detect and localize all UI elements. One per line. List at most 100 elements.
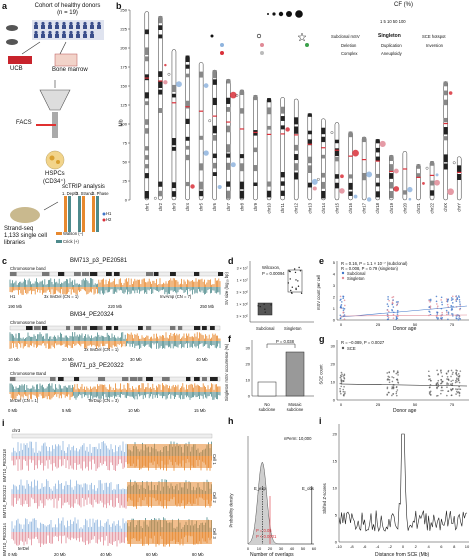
e-point bbox=[392, 313, 395, 316]
g-point bbox=[397, 374, 399, 376]
c-row3-axis1: 5 Mb bbox=[62, 408, 72, 413]
g-point bbox=[440, 386, 443, 389]
g-point bbox=[341, 373, 343, 376]
sv-event-marker bbox=[379, 140, 386, 148]
e-point bbox=[459, 301, 461, 303]
ideo-ytick-label: 225 bbox=[120, 27, 127, 32]
h2-label: H2 bbox=[106, 217, 112, 222]
h-title: nPerm: 10,000 bbox=[284, 436, 312, 441]
g-point bbox=[436, 386, 438, 388]
band-segment bbox=[34, 326, 41, 330]
chromosome-band bbox=[348, 131, 353, 138]
chromosome-chrX bbox=[443, 81, 448, 201]
e-point bbox=[440, 318, 443, 320]
chromosome-band bbox=[226, 190, 231, 199]
i-xlabel: Distance from SCE (Mb) bbox=[375, 552, 430, 558]
singleton-marker bbox=[316, 177, 320, 181]
strandseq-label: Strand-seq bbox=[4, 226, 34, 232]
e-point bbox=[441, 316, 443, 319]
donor-icon bbox=[34, 30, 38, 35]
g-point bbox=[452, 379, 454, 382]
chromosome-band bbox=[185, 100, 190, 109]
cells-label: 1,133 single cell bbox=[4, 233, 48, 239]
d-point bbox=[293, 268, 296, 270]
i-axis-2: 40 Mb bbox=[100, 552, 112, 557]
e-point bbox=[456, 297, 458, 299]
donor-icon bbox=[55, 21, 59, 26]
g-point bbox=[339, 390, 342, 392]
chromosome-band bbox=[199, 71, 204, 78]
highlight-region bbox=[127, 444, 212, 468]
panel-d: 3 × 10⁷ 1 × 10⁷ 3 × 10⁶ 1 × 10⁶ 3 × 10⁵ Wilc… bbox=[224, 256, 318, 334]
e-point bbox=[451, 313, 453, 315]
e-point bbox=[395, 304, 398, 307]
e-point bbox=[447, 298, 449, 301]
chromosome-label-chr15: chr15 bbox=[334, 202, 339, 213]
e-xtick-label: 0 bbox=[340, 322, 343, 327]
e-point bbox=[446, 300, 449, 303]
h-xtick-label: 0 bbox=[247, 546, 250, 551]
e-xlabel: Donor age bbox=[393, 326, 417, 332]
crick-label: Crick (+) bbox=[63, 239, 79, 244]
g-point bbox=[392, 376, 395, 379]
h-xtick-label: 20 bbox=[268, 546, 273, 551]
panel-h-density: 0 10 20 30 40 50 60 bbox=[247, 436, 317, 551]
e-point bbox=[436, 303, 438, 305]
chromosome-band bbox=[307, 165, 312, 173]
chromosome-band bbox=[280, 181, 285, 186]
ideo-ytick-label: 50 bbox=[123, 160, 128, 165]
band-segment bbox=[122, 377, 129, 381]
panel-f-bars: 0 10 20 30 bbox=[246, 340, 314, 399]
e-point bbox=[459, 317, 461, 320]
g-point bbox=[396, 370, 399, 372]
g-point bbox=[446, 394, 448, 397]
e-point bbox=[339, 306, 342, 309]
h-xtick-label: 30 bbox=[279, 546, 284, 551]
e-point bbox=[386, 309, 389, 311]
h-e-obs: E_obs bbox=[302, 486, 314, 491]
i-cell-1: BM710_PE20312 bbox=[2, 485, 7, 518]
g-point bbox=[456, 388, 459, 391]
e-point bbox=[387, 318, 390, 320]
chromosome-band bbox=[348, 191, 353, 196]
h-xtick-label: 50 bbox=[301, 546, 306, 551]
panel-i-left: chr3 BM710_PE20318 BM710_PE20312 BM710_P… bbox=[0, 418, 226, 560]
g-ytick-label: 0 bbox=[333, 398, 336, 403]
chromosome-band bbox=[239, 89, 244, 96]
chromosome-band bbox=[294, 172, 299, 180]
panel-label-i: i bbox=[319, 416, 322, 426]
donor-icon bbox=[76, 30, 80, 35]
d-point bbox=[288, 270, 290, 272]
i-xtick-label: 6 bbox=[440, 544, 443, 549]
h-density-curve bbox=[247, 461, 314, 545]
band-segment bbox=[138, 377, 143, 381]
singleton-marker bbox=[208, 119, 212, 123]
chromosome-band bbox=[158, 181, 163, 187]
chromosome-band bbox=[443, 81, 448, 87]
chromosome-band bbox=[280, 172, 285, 178]
chromosome-band bbox=[239, 163, 244, 172]
chromosome-band bbox=[185, 55, 190, 63]
band-segment bbox=[194, 272, 200, 276]
centromere bbox=[226, 121, 231, 123]
panel-label-b: b bbox=[116, 1, 122, 11]
g-point bbox=[391, 394, 393, 397]
d-point bbox=[295, 279, 297, 281]
g-point bbox=[429, 378, 431, 380]
g-point bbox=[459, 370, 462, 372]
chromosome-band bbox=[321, 127, 326, 135]
e-point bbox=[440, 296, 443, 299]
band-segment bbox=[186, 377, 191, 381]
i-xtick-label: -4 bbox=[376, 544, 380, 549]
e-point bbox=[339, 314, 342, 317]
chromosome-band bbox=[185, 73, 190, 78]
e-point bbox=[396, 309, 399, 312]
chromosome-band bbox=[239, 154, 244, 159]
centromere bbox=[361, 158, 367, 161]
e-point bbox=[450, 299, 453, 301]
chromosome-band bbox=[253, 147, 258, 153]
g-point bbox=[457, 373, 460, 375]
e-point bbox=[441, 301, 443, 303]
e-point bbox=[429, 301, 431, 303]
chromosome-band bbox=[430, 190, 435, 196]
